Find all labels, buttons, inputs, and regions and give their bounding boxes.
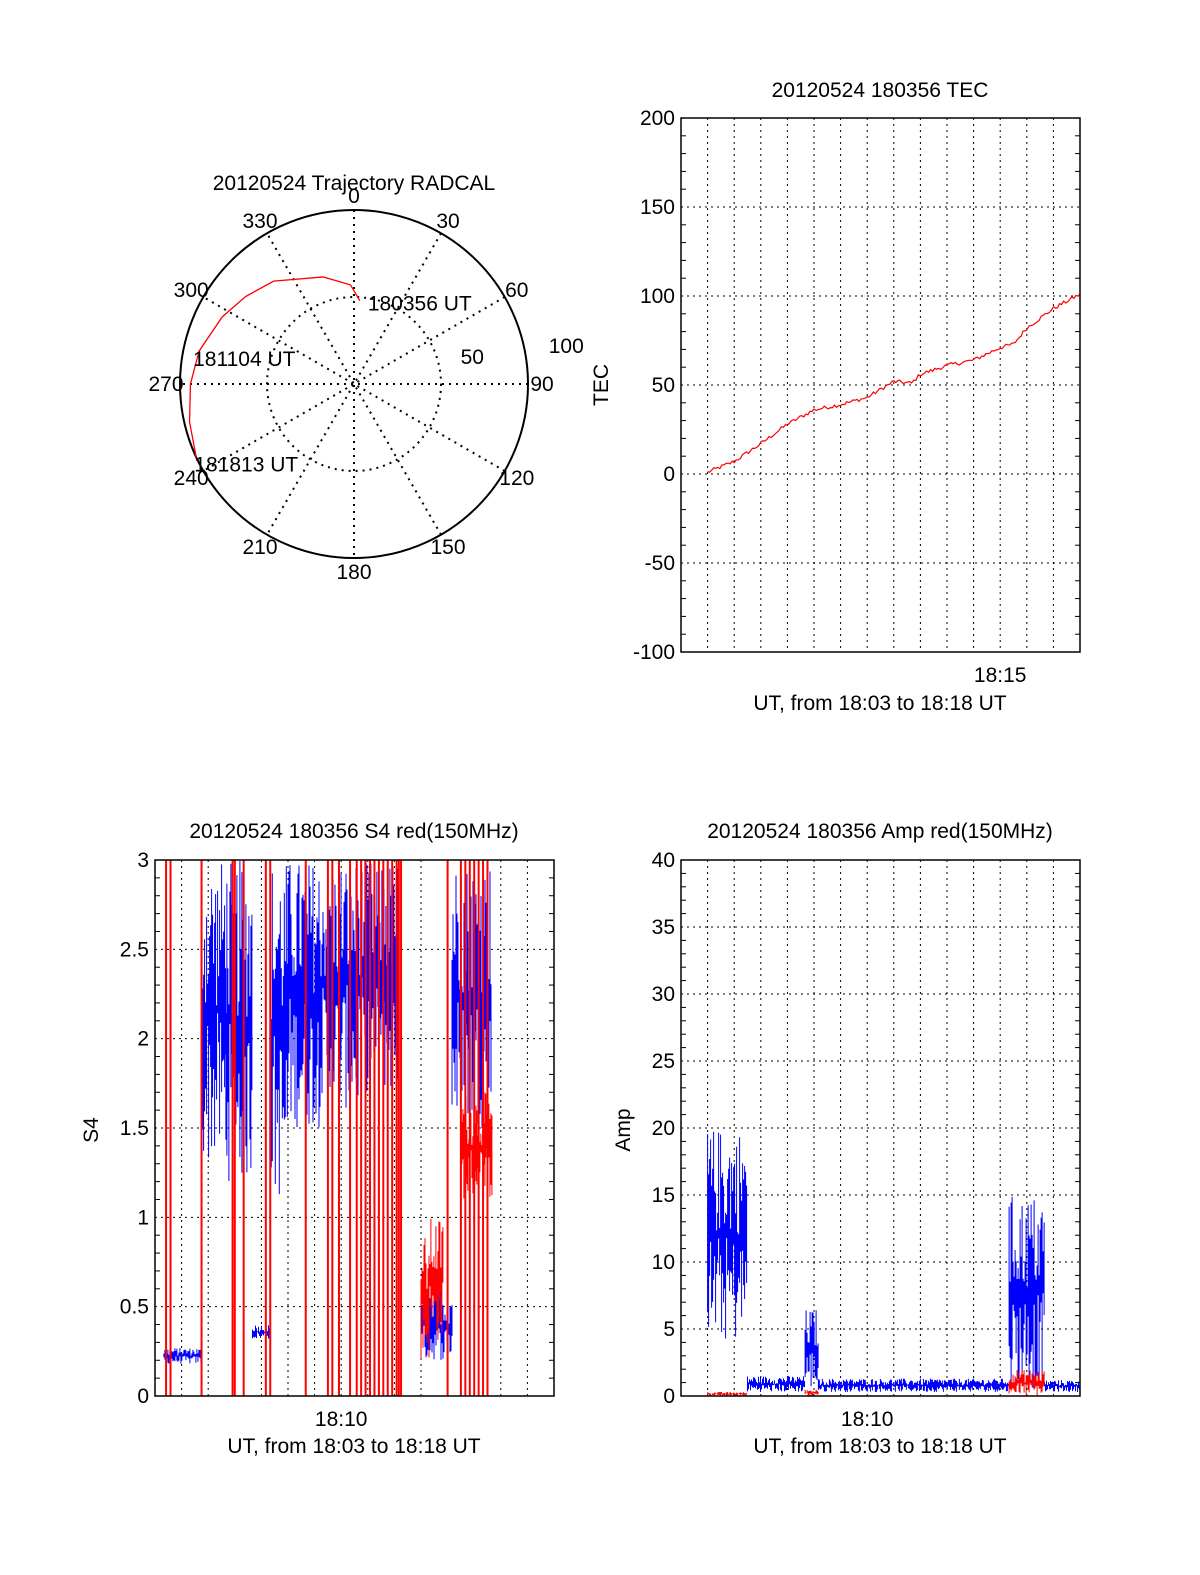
y-tick-label: 30 <box>652 983 675 1006</box>
polar-grid <box>179 209 529 559</box>
polar-spoke <box>202 296 506 472</box>
polar-azimuth-label: 60 <box>505 279 528 302</box>
series-group <box>707 293 1080 473</box>
polar-azimuth-label: 210 <box>242 536 277 559</box>
s4-title: 20120524 180356 S4 red(150MHz) <box>189 820 518 843</box>
series-segment <box>201 864 227 1158</box>
plot-frame <box>680 859 1081 1397</box>
y-tick-label: 35 <box>652 916 675 939</box>
y-tick-label: 2.5 <box>120 938 149 961</box>
series-group <box>163 860 493 1396</box>
s4-xlabel: UT, from 18:03 to 18:18 UT <box>227 1435 480 1458</box>
y-tick-label: 40 <box>652 849 675 872</box>
y-tick-label: 0 <box>663 1385 675 1408</box>
y-tick-label: 0 <box>663 463 675 486</box>
y-tick-label: 0 <box>137 1385 149 1408</box>
series-segment <box>817 1378 1009 1392</box>
y-tick-label: 1 <box>137 1206 149 1229</box>
polar-spoke <box>202 296 506 472</box>
y-tick-label: 100 <box>640 285 675 308</box>
y-tick-label: 2 <box>137 1028 149 1051</box>
polar-azimuth-label: 150 <box>430 536 465 559</box>
series-segment <box>163 1348 202 1364</box>
amp-panel: 20120524 180356 Amp red(150MHz) UT, from… <box>612 820 1081 1458</box>
polar-trajectory-label: 180356 UT <box>368 293 472 316</box>
series-segment <box>1008 1369 1045 1396</box>
polar-spoke <box>266 232 442 536</box>
series-segment <box>287 865 320 1128</box>
series-segment <box>225 861 253 1181</box>
polar-elevation-label: 100 <box>549 335 584 358</box>
series-segment <box>429 1218 444 1340</box>
tec-ylabel: TEC <box>590 364 613 406</box>
polar-azimuth-label: 30 <box>436 210 459 233</box>
y-tick-label: 1.5 <box>120 1117 149 1140</box>
polar-azimuth-label: 0 <box>348 185 360 208</box>
y-tick-label: 20 <box>652 1117 675 1140</box>
y-tick-label: -50 <box>645 552 675 575</box>
series-segment <box>1008 1196 1045 1389</box>
series-group <box>707 1131 1080 1396</box>
tec-xlabel: UT, from 18:03 to 18:18 UT <box>753 692 1006 715</box>
s4-panel: 20120524 180356 S4 red(150MHz) UT, from … <box>80 820 555 1458</box>
y-tick-label: 200 <box>640 107 675 130</box>
s4-ylabel: S4 <box>80 1117 103 1143</box>
amp-title: 20120524 180356 Amp red(150MHz) <box>707 820 1053 843</box>
polar-azimuth-label: 330 <box>242 210 277 233</box>
plot-frame <box>680 117 1081 653</box>
x-tick-label: 18:10 <box>315 1408 368 1431</box>
series-segment <box>451 871 492 1128</box>
polar-trajectory-label: 181104 UT <box>193 348 296 371</box>
series-segment <box>1044 1380 1080 1392</box>
polar-azimuth-label: 90 <box>530 373 553 396</box>
series-line <box>707 293 1080 473</box>
x-tick-label: 18:15 <box>974 664 1027 687</box>
series-segment <box>420 1238 430 1359</box>
plot-frame <box>154 859 555 1397</box>
y-tick-label: 15 <box>652 1184 675 1207</box>
amp-xlabel: UT, from 18:03 to 18:18 UT <box>753 1435 1006 1458</box>
polar-trajectory-label: 181813 UT <box>194 454 298 477</box>
y-tick-label: 25 <box>652 1050 675 1073</box>
tec-panel: 20120524 180356 TEC UT, from 18:03 to 18… <box>590 79 1081 715</box>
series-segment <box>252 1325 270 1339</box>
polar-inner-circle <box>266 296 442 472</box>
polar-azimuth-label: 240 <box>174 467 209 490</box>
polar-trajectory: 180356 UT 181104 UT 181813 UT <box>188 276 472 477</box>
polar-azimuth-label: 120 <box>499 467 534 490</box>
series-segment <box>358 861 399 1091</box>
y-tick-label: -100 <box>633 641 675 664</box>
series-segment <box>804 1310 819 1387</box>
polar-azimuth-label: 300 <box>174 279 209 302</box>
y-tick-label: 3 <box>137 849 149 872</box>
y-tick-label: 10 <box>652 1251 675 1274</box>
polar-elevation-label: 50 <box>461 346 484 369</box>
series-segment <box>269 866 288 1195</box>
polar-azimuth-labels: 0 30 60 90 120 150 180 210 240 270 300 330 50 100 <box>148 185 583 584</box>
series-segment <box>804 1389 819 1396</box>
y-tick-label: 0.5 <box>120 1296 149 1319</box>
y-tick-label: 50 <box>652 374 675 397</box>
polar-title: 20120524 Trajectory RADCAL <box>213 172 496 195</box>
polar-spoke <box>266 232 442 536</box>
x-tick-label: 18:10 <box>841 1408 894 1431</box>
y-tick-label: 5 <box>663 1318 675 1341</box>
y-tick-label: 150 <box>640 196 675 219</box>
polar-trajectory-line <box>188 276 361 458</box>
polar-trajectory-panel: 20120524 Trajectory RADCAL 0 30 60 90 120 150… <box>148 172 583 584</box>
tec-title: 20120524 180356 TEC <box>772 79 989 102</box>
series-segment <box>747 1376 805 1392</box>
amp-ylabel: Amp <box>612 1108 635 1151</box>
series-segment <box>707 1131 748 1339</box>
series-segment <box>707 1392 748 1396</box>
polar-azimuth-label: 270 <box>148 373 183 396</box>
polar-azimuth-label: 180 <box>336 561 371 584</box>
